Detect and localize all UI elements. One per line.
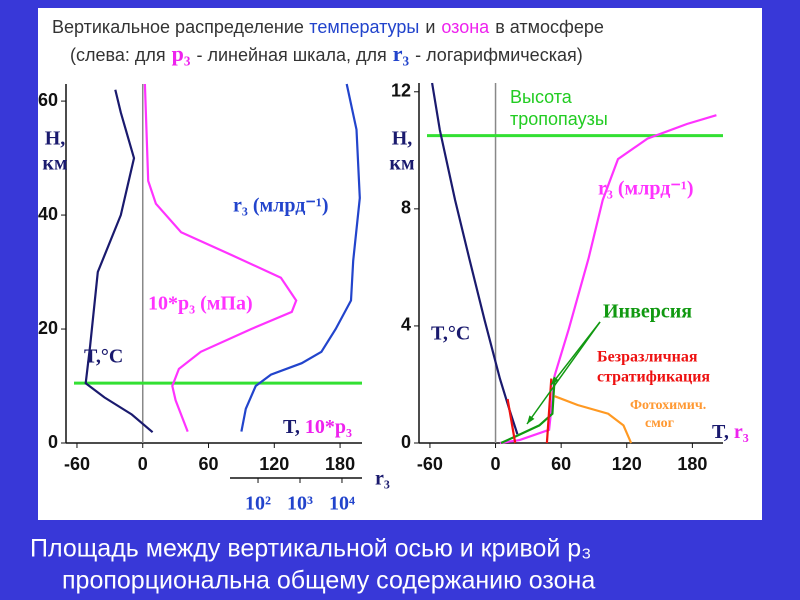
x-tick-label: 60 xyxy=(199,454,219,474)
series-line xyxy=(506,378,553,444)
series-line xyxy=(143,83,298,432)
panel xyxy=(38,8,762,520)
header-run: Вертикальное распределение xyxy=(52,17,304,37)
x-label: T, 10*p₃ xyxy=(283,416,352,438)
series-line xyxy=(500,378,556,445)
header-run: озона xyxy=(441,17,490,37)
x-label-run: T, xyxy=(283,416,300,438)
annotation: Высота xyxy=(510,87,573,107)
series-line xyxy=(554,395,633,444)
series-line xyxy=(499,114,717,445)
x-tick-label: 180 xyxy=(325,454,355,474)
footer-line: пропорциональна общему содержанию озона xyxy=(62,567,595,595)
y-tick-label: 20 xyxy=(38,318,58,338)
y-label: км xyxy=(42,153,67,175)
header-run: p₃ xyxy=(172,41,191,66)
series-line xyxy=(240,83,361,432)
y-tick-label: 8 xyxy=(401,198,411,218)
x2-tick-label: 10³ xyxy=(287,493,313,515)
annotation: Безразличная xyxy=(597,349,698,366)
header-line: Вертикальное распределение температуры и оз… xyxy=(52,17,604,37)
y-tick-label: 0 xyxy=(401,432,411,452)
x-label: T, r₃ xyxy=(712,421,749,443)
annotation: стратификация xyxy=(597,369,710,386)
x-label-run: 10*p₃ xyxy=(305,416,352,438)
header-run: температуры xyxy=(309,17,419,37)
x-tick-label: 60 xyxy=(551,454,571,474)
x-label-run: T, xyxy=(712,421,729,443)
x-label-run: r₃ xyxy=(734,421,749,443)
y-label: км xyxy=(389,153,414,175)
x-tick-label: 0 xyxy=(491,454,501,474)
series-label: T,°C xyxy=(84,346,123,368)
x-tick-label: -60 xyxy=(417,454,443,474)
series-label: 10*p₃ (мПа) xyxy=(148,293,253,315)
x-tick-label: 0 xyxy=(138,454,148,474)
header-line: (слева: для p₃ - линейная шкала, для r₃ - ло… xyxy=(70,41,583,66)
arrow xyxy=(550,321,601,386)
series-label: T,°C xyxy=(431,323,470,345)
header-run: - линейная шкала, для xyxy=(196,45,386,65)
y-label: H, xyxy=(45,128,66,150)
arrow xyxy=(526,321,601,425)
y-tick-label: 0 xyxy=(48,432,58,452)
x-tick-label: 120 xyxy=(612,454,642,474)
y-tick-label: 12 xyxy=(391,81,411,101)
x2-tick-label: 10² xyxy=(245,493,271,515)
series-label: Инверсия xyxy=(603,301,692,323)
header-run: (слева: для xyxy=(70,45,166,65)
x-tick-label: -60 xyxy=(64,454,90,474)
y-tick-label: 40 xyxy=(38,204,58,224)
header-run: в атмосфере xyxy=(495,17,604,37)
footer-line: Площадь между вертикальной осью и кривой… xyxy=(30,535,591,563)
x-tick-label: 180 xyxy=(677,454,707,474)
series-label: r₃ (млрд⁻¹) xyxy=(598,178,694,200)
header-run: и xyxy=(425,17,435,37)
y-tick-label: 60 xyxy=(38,90,58,110)
header-run: r₃ xyxy=(393,41,410,66)
y-label: H, xyxy=(392,128,413,150)
series-line xyxy=(84,89,154,434)
x2-tick-label: 10⁴ xyxy=(329,493,355,515)
x2-label: r₃ xyxy=(375,468,390,490)
annotation: смог xyxy=(645,416,674,431)
x-tick-label: 120 xyxy=(259,454,289,474)
arrow-head xyxy=(527,415,535,424)
annotation: Фотохимич. xyxy=(630,398,706,413)
annotation: тропопаузы xyxy=(510,109,608,129)
series-label: r₃ (млрд⁻¹) xyxy=(233,195,329,217)
y-tick-label: 4 xyxy=(401,315,411,335)
header-run: - логарифмическая) xyxy=(415,45,583,65)
arrow-head xyxy=(551,376,559,385)
